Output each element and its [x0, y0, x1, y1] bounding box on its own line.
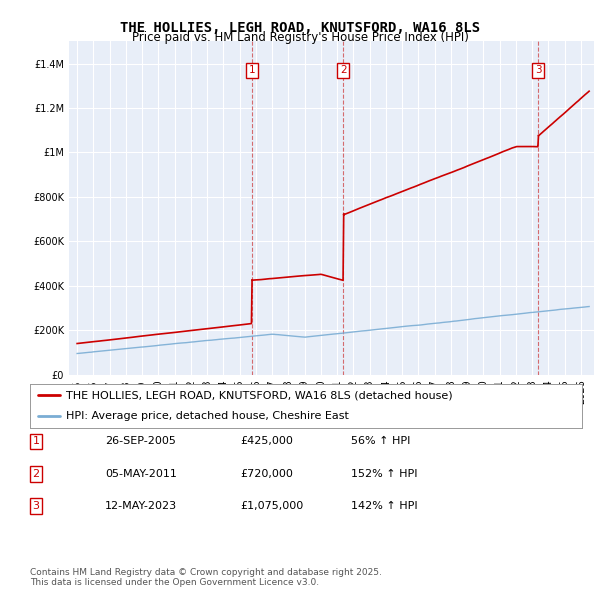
Text: 05-MAY-2011: 05-MAY-2011 — [105, 469, 177, 478]
Text: THE HOLLIES, LEGH ROAD, KNUTSFORD, WA16 8LS (detached house): THE HOLLIES, LEGH ROAD, KNUTSFORD, WA16 … — [66, 391, 452, 401]
Text: 12-MAY-2023: 12-MAY-2023 — [105, 502, 177, 511]
Text: 152% ↑ HPI: 152% ↑ HPI — [351, 469, 418, 478]
Text: 142% ↑ HPI: 142% ↑ HPI — [351, 502, 418, 511]
Text: £720,000: £720,000 — [240, 469, 293, 478]
Text: 26-SEP-2005: 26-SEP-2005 — [105, 437, 176, 446]
Text: HPI: Average price, detached house, Cheshire East: HPI: Average price, detached house, Ches… — [66, 411, 349, 421]
Text: 1: 1 — [248, 65, 255, 75]
Text: 3: 3 — [535, 65, 541, 75]
Text: 2: 2 — [32, 469, 40, 478]
Text: 56% ↑ HPI: 56% ↑ HPI — [351, 437, 410, 446]
Text: £425,000: £425,000 — [240, 437, 293, 446]
Text: Price paid vs. HM Land Registry's House Price Index (HPI): Price paid vs. HM Land Registry's House … — [131, 31, 469, 44]
Text: £1,075,000: £1,075,000 — [240, 502, 303, 511]
Text: 3: 3 — [32, 502, 40, 511]
Text: THE HOLLIES, LEGH ROAD, KNUTSFORD, WA16 8LS: THE HOLLIES, LEGH ROAD, KNUTSFORD, WA16 … — [120, 21, 480, 35]
Text: 2: 2 — [340, 65, 347, 75]
Text: Contains HM Land Registry data © Crown copyright and database right 2025.
This d: Contains HM Land Registry data © Crown c… — [30, 568, 382, 587]
Text: 1: 1 — [32, 437, 40, 446]
